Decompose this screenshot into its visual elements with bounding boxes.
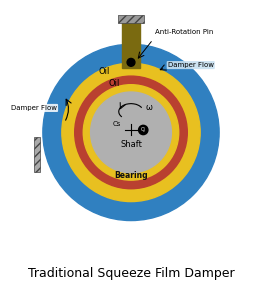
Text: Cs: Cs: [113, 121, 121, 127]
Text: Oil: Oil: [99, 67, 110, 76]
Circle shape: [139, 125, 148, 134]
Text: Bearing: Bearing: [114, 171, 148, 180]
Text: ω: ω: [146, 103, 153, 113]
Text: Oil: Oil: [108, 79, 119, 88]
Text: Cj: Cj: [141, 127, 146, 132]
Circle shape: [83, 85, 179, 180]
Text: Damper Flow: Damper Flow: [11, 105, 57, 111]
Circle shape: [62, 63, 200, 202]
Text: Traditional Squeeze Film Damper: Traditional Squeeze Film Damper: [28, 267, 234, 280]
Circle shape: [91, 92, 171, 173]
Circle shape: [75, 76, 187, 189]
Text: Shaft: Shaft: [120, 140, 142, 149]
Bar: [118, 15, 144, 23]
Circle shape: [127, 58, 135, 66]
Bar: [34, 137, 40, 172]
Circle shape: [43, 44, 219, 221]
Text: Damper Flow: Damper Flow: [168, 62, 214, 68]
Bar: [122, 22, 140, 68]
Text: Anti-Rotation Pin: Anti-Rotation Pin: [155, 29, 214, 35]
